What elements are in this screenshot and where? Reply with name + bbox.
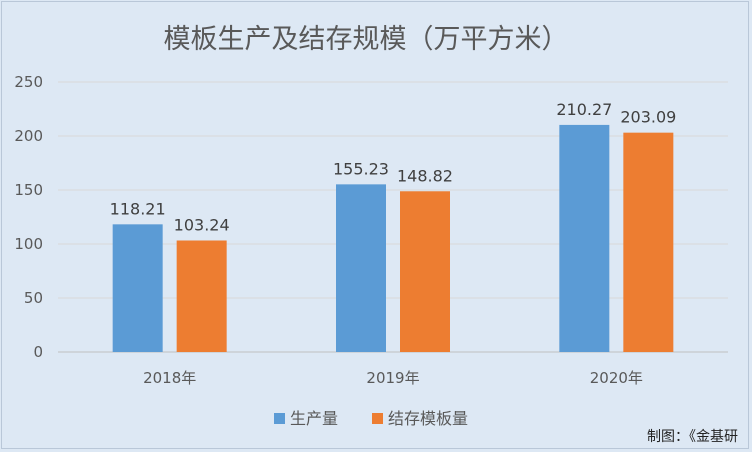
x-tick-label: 2020年 [590,369,643,387]
data-label: 148.82 [397,166,453,185]
x-tick-label: 2019年 [366,369,419,387]
y-tick-label: 200 [14,127,43,145]
legend: 生产量 结存模板量 [274,409,468,428]
y-tick-label: 0 [33,343,43,361]
y-tick-label: 100 [14,235,43,253]
bar-production-1 [336,184,386,352]
credit-text: 制图：《金基研 [647,428,738,445]
data-label: 118.21 [110,199,166,218]
bar-inventory-1 [400,191,450,352]
legend-label: 结存模板量 [388,409,468,428]
data-labels: 118.21 103.24 155.23 148.82 210.27 203.09 [110,100,677,235]
y-tick-label: 250 [14,73,43,91]
bars [112,124,674,352]
bar-inventory-2 [623,132,674,352]
bar-production-0 [112,224,163,352]
x-axis-ticks: 2018年 2019年 2020年 [143,369,643,387]
bar-production-2 [559,124,610,352]
data-label: 203.09 [620,108,676,127]
bar-inventory-0 [176,240,227,352]
data-label: 155.23 [333,159,389,178]
gridlines [58,81,728,353]
legend-label: 生产量 [290,409,338,428]
y-axis-ticks: 0 50 100 150 200 250 [14,73,43,361]
data-label: 210.27 [556,100,612,119]
legend-swatch [274,413,285,424]
legend-swatch [372,413,383,424]
data-label: 103.24 [174,216,230,235]
y-tick-label: 150 [14,181,43,199]
y-tick-label: 50 [24,289,43,307]
x-tick-label: 2018年 [143,369,196,387]
chart-title: 模板生产及结存规模（万平方米） [164,24,569,55]
